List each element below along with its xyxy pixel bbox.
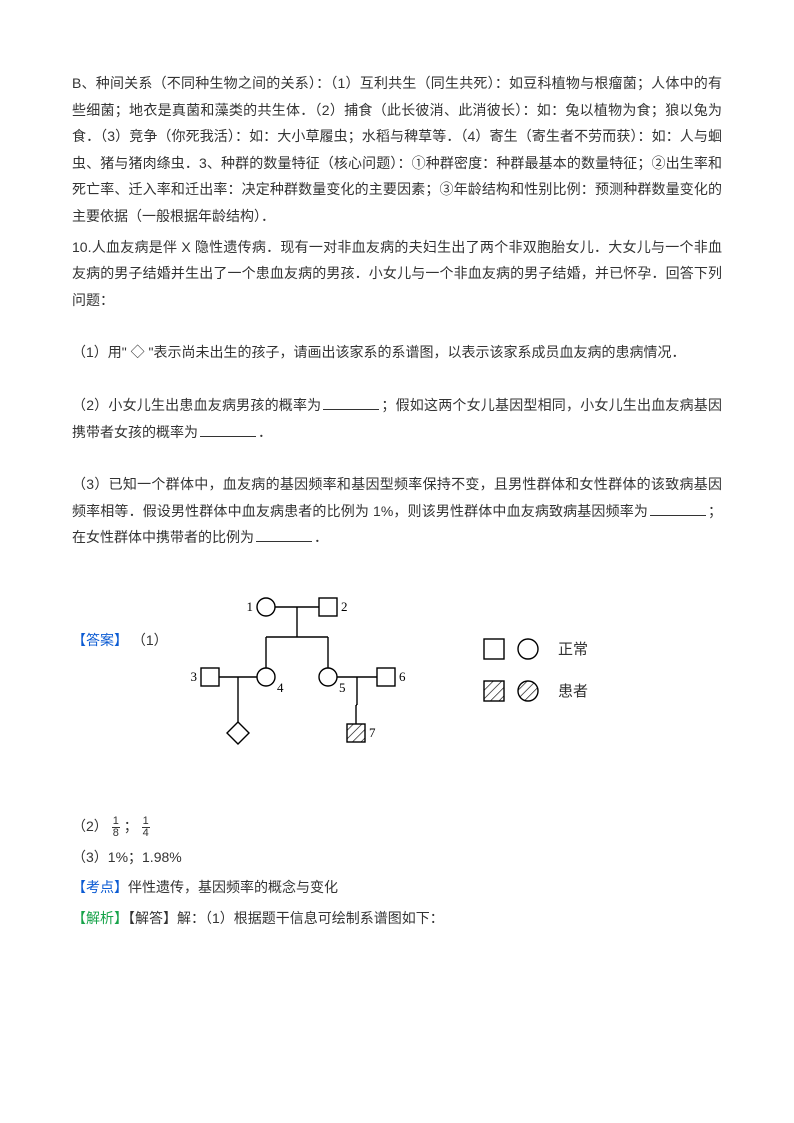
intro-paragraph: B、种间关系（不同种生物之间的关系）：（1）互利共生（同生共死）：如豆科植物与根…: [72, 70, 722, 230]
spacer: [72, 317, 722, 339]
q10-stem: 10.人血友病是伴 X 隐性遗传病．现有一对非血友病的夫妇生出了两个非双胞胎女儿…: [72, 234, 722, 314]
q10-p2a: （2）小女儿生出患血友病男孩的概率为: [72, 397, 321, 413]
legend-diagram: 正常患者: [478, 628, 648, 712]
svg-text:1: 1: [246, 599, 253, 614]
svg-text:5: 5: [339, 680, 346, 695]
spacer: [72, 555, 722, 577]
q10-part1: （1）用" ◇ "表示尚未出生的孩子，请画出该家系的系谱图，以表示该家系成员血友…: [72, 339, 722, 366]
svg-text:6: 6: [399, 669, 406, 684]
q10-part3: （3）已知一个群体中，血友病的基因频率和基因型频率保持不变，且男性群体和女性群体…: [72, 471, 722, 551]
analysis-label: 【解析】: [72, 910, 128, 926]
blank: [200, 423, 256, 437]
frac1-num: 1: [112, 816, 120, 828]
spacer: [72, 449, 722, 471]
frac2-den: 4: [142, 828, 150, 839]
svg-text:患者: 患者: [558, 683, 588, 700]
answer-p1-prefix: （1）: [132, 632, 168, 648]
blank: [256, 528, 312, 542]
q10-part2: （2）小女儿生出患血友病男孩的概率为；假如这两个女儿基因型相同，小女儿生出血友病…: [72, 392, 722, 445]
spacer: [72, 370, 722, 392]
answer-label: 【答案】: [72, 632, 128, 648]
topic-line: 【考点】伴性遗传，基因频率的概念与变化: [72, 874, 722, 901]
svg-text:正常: 正常: [558, 641, 588, 658]
topic-label: 【考点】: [72, 879, 128, 895]
fraction-2: 14: [142, 816, 150, 839]
diagram-wrapper: 1 2 3 4 5 6 7 正常患者: [178, 585, 648, 755]
analysis-text: 【解答】解：（1）根据题干信息可绘制系谱图如下：: [128, 910, 444, 926]
analysis-line: 【解析】【解答】解：（1）根据题干信息可绘制系谱图如下：: [72, 905, 722, 932]
svg-text:7: 7: [369, 725, 376, 740]
svg-text:2: 2: [341, 599, 348, 614]
fraction-1: 18: [112, 816, 120, 839]
q10-p3c: ．: [314, 529, 328, 545]
q10-number: 10.: [72, 239, 91, 255]
topic-text: 伴性遗传，基因频率的概念与变化: [128, 879, 338, 895]
spacer: [72, 763, 722, 813]
answer-p2: （2） 18 ； 14: [72, 813, 722, 840]
frac2-num: 1: [142, 816, 150, 828]
blank: [650, 502, 706, 516]
svg-text:4: 4: [277, 680, 284, 695]
q10-p3a: （3）已知一个群体中，血友病的基因频率和基因型频率保持不变，且男性群体和女性群体…: [72, 476, 722, 519]
pedigree-diagram: 1 2 3 4 5 6 7: [178, 585, 428, 755]
q10-p2c: ．: [258, 424, 272, 440]
answer-prefix: 【答案】 （1）: [72, 577, 168, 654]
q10-stem-text: 人血友病是伴 X 隐性遗传病．现有一对非血友病的夫妇生出了两个非双胞胎女儿．大女…: [72, 239, 722, 308]
frac1-den: 8: [112, 828, 120, 839]
answer-p2-prefix: （2）: [72, 818, 108, 834]
answer-block: 【答案】 （1） 1 2 3 4 5 6 7 正常患者: [72, 577, 722, 763]
answer-p2-sep: ；: [124, 818, 138, 834]
answer-p3: （3）1%；1.98%: [72, 844, 722, 871]
blank: [323, 396, 379, 410]
svg-text:3: 3: [190, 669, 197, 684]
